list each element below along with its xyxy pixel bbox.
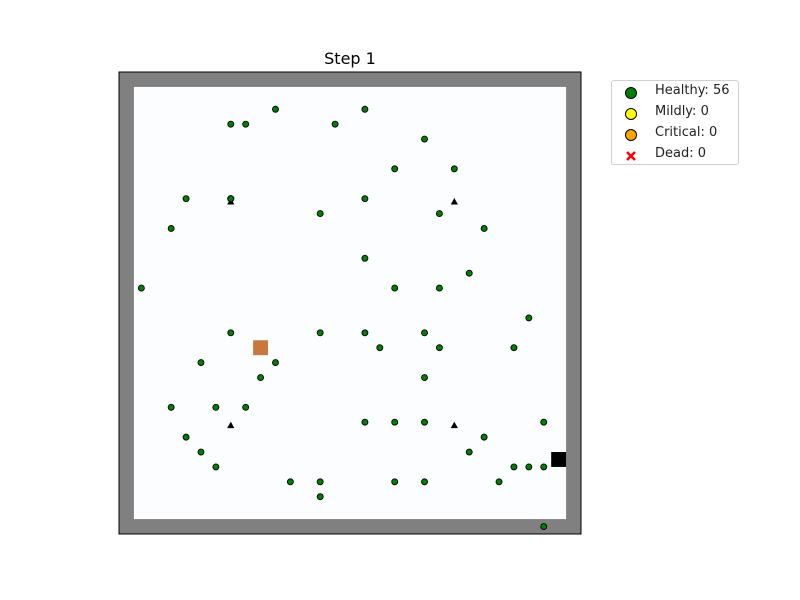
healthy-agent-26 bbox=[435, 344, 443, 352]
healthy-agent-31 bbox=[257, 374, 265, 381]
healthy-agent-15 bbox=[361, 254, 369, 262]
healthy-agent-44 bbox=[525, 463, 533, 471]
healthy-agent-46 bbox=[212, 463, 220, 471]
healthy-agent-20 bbox=[525, 314, 533, 322]
healthy-agent-24 bbox=[421, 329, 428, 337]
dead-cross-icon bbox=[626, 151, 636, 161]
healthy-agent-30 bbox=[421, 374, 428, 381]
healthy-agent-55 bbox=[227, 195, 235, 203]
mildly-circle-icon bbox=[625, 108, 637, 120]
hazard-cell bbox=[253, 340, 269, 356]
healthy-agent-33 bbox=[212, 403, 220, 411]
legend-label-critical: Critical: 0 bbox=[655, 125, 718, 140]
healthy-agent-40 bbox=[480, 433, 488, 441]
obstacle-marker-2 bbox=[227, 421, 235, 429]
legend-label-healthy: Healthy: 56 bbox=[655, 83, 730, 98]
healthy-agent-4 bbox=[331, 120, 339, 128]
healthy-agent-37 bbox=[421, 418, 428, 426]
healthy-agent-34 bbox=[242, 403, 250, 411]
healthy-agent-14 bbox=[480, 225, 488, 232]
healthy-agent-22 bbox=[316, 329, 324, 337]
room-map bbox=[118, 71, 582, 535]
healthy-agent-7 bbox=[450, 165, 458, 173]
healthy-circle-icon bbox=[625, 87, 637, 99]
healthy-agent-52 bbox=[316, 493, 324, 501]
healthy-agent-5 bbox=[421, 135, 428, 143]
healthy-agent-21 bbox=[227, 329, 235, 337]
healthy-agent-35 bbox=[361, 418, 369, 426]
legend: Healthy: 56 Mildly: 0 Critical: 0 Dead: … bbox=[611, 80, 739, 165]
healthy-agent-10 bbox=[361, 195, 369, 203]
healthy-agent-2 bbox=[227, 120, 235, 128]
healthy-agent-53 bbox=[540, 523, 548, 530]
healthy-agent-17 bbox=[137, 284, 145, 292]
healthy-agent-32 bbox=[167, 403, 175, 411]
chart-title: Step 1 bbox=[324, 49, 376, 68]
obstacle-marker-3 bbox=[450, 421, 458, 429]
healthy-agent-1 bbox=[361, 105, 369, 113]
legend-label-dead: Dead: 0 bbox=[655, 146, 707, 161]
healthy-agent-43 bbox=[510, 463, 518, 471]
healthy-agent-41 bbox=[465, 448, 473, 456]
healthy-agent-47 bbox=[286, 478, 294, 486]
healthy-agent-0 bbox=[272, 105, 279, 113]
mildly-swatch bbox=[625, 108, 637, 120]
critical-swatch bbox=[625, 129, 637, 141]
plot-frame bbox=[118, 71, 582, 535]
healthy-agent-16 bbox=[465, 269, 473, 277]
healthy-agent-11 bbox=[316, 210, 324, 218]
healthy-agent-27 bbox=[510, 344, 518, 352]
healthy-agent-8 bbox=[182, 195, 190, 203]
healthy-agent-3 bbox=[242, 120, 250, 128]
healthy-agent-29 bbox=[272, 359, 279, 367]
healthy-agent-28 bbox=[197, 359, 205, 367]
healthy-agent-13 bbox=[167, 225, 175, 232]
healthy-agent-49 bbox=[391, 478, 399, 486]
healthy-agent-25 bbox=[376, 344, 384, 352]
exit-door bbox=[551, 452, 567, 467]
healthy-agent-45 bbox=[540, 463, 548, 471]
healthy-agent-50 bbox=[421, 478, 428, 486]
healthy-agent-38 bbox=[540, 418, 548, 426]
healthy-agent-6 bbox=[391, 165, 399, 173]
healthy-swatch bbox=[625, 87, 637, 99]
legend-label-mildly: Mildly: 0 bbox=[655, 104, 709, 119]
healthy-agent-18 bbox=[391, 284, 399, 292]
agent-markers bbox=[137, 105, 548, 530]
obstacle-marker-1 bbox=[450, 198, 458, 205]
healthy-agent-12 bbox=[435, 210, 443, 218]
critical-circle-icon bbox=[625, 129, 637, 141]
healthy-agent-39 bbox=[182, 433, 190, 441]
healthy-agent-48 bbox=[316, 478, 324, 486]
healthy-agent-51 bbox=[495, 478, 503, 486]
healthy-agent-23 bbox=[361, 329, 369, 337]
room-floor bbox=[133, 86, 567, 520]
healthy-agent-36 bbox=[391, 418, 399, 426]
healthy-agent-19 bbox=[435, 284, 443, 292]
healthy-agent-42 bbox=[197, 448, 205, 456]
dead-swatch bbox=[626, 151, 636, 161]
